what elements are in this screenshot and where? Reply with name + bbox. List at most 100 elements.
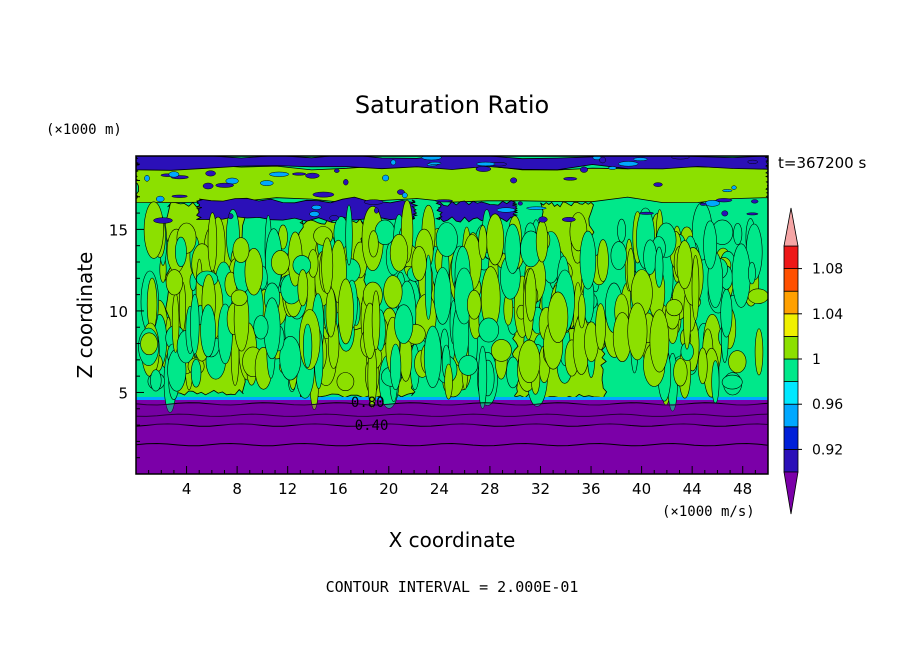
speck-51: [538, 216, 548, 223]
cell-161: [747, 288, 768, 304]
cell-408: [150, 369, 162, 392]
cell-365: [665, 299, 683, 317]
x-tick-label-48: 48: [733, 480, 752, 498]
cell-233: [279, 336, 302, 381]
boundary-band: [136, 396, 768, 400]
cell-370: [458, 355, 479, 376]
cell-396: [371, 290, 381, 351]
cell-402: [547, 291, 569, 343]
colorbar-band-5: [783, 335, 799, 360]
speck-55: [397, 189, 405, 195]
cell-275: [478, 345, 488, 409]
cell-387: [244, 248, 264, 296]
contour-line-3: [136, 442, 768, 447]
colorbar-over-arrow: [783, 207, 799, 247]
cell-373: [478, 224, 488, 260]
speck-49: [269, 171, 290, 177]
cell-388: [444, 363, 453, 400]
cell-378: [423, 325, 442, 389]
cell-245: [721, 374, 743, 390]
cell-352: [486, 213, 505, 266]
cell-341: [253, 315, 269, 340]
speck-0: [721, 210, 729, 217]
y-tick-label-15: 15: [109, 221, 128, 239]
cell-416: [207, 212, 218, 272]
speck-50: [639, 211, 654, 215]
cell-414: [297, 269, 309, 307]
cell-389: [518, 339, 541, 384]
speck-33: [715, 198, 733, 203]
speck-5: [202, 182, 214, 190]
cell-243: [754, 328, 764, 376]
speck-59: [599, 156, 606, 164]
cell-407: [673, 358, 688, 387]
speck-42: [510, 177, 518, 184]
speck-43: [390, 159, 397, 166]
x-tick-label-16: 16: [329, 480, 348, 498]
y-axis-title: Z coordinate: [73, 252, 97, 379]
cell-357: [190, 358, 202, 388]
x-axis-title: X coordinate: [389, 528, 516, 552]
colorbar-label-2: 1: [812, 352, 821, 368]
cell-409: [490, 339, 512, 362]
contour-label-layer: 0.80 0.40: [351, 395, 389, 434]
cell-306: [597, 239, 609, 282]
cell-411: [610, 241, 627, 270]
cell-413: [174, 236, 187, 267]
cell-307: [435, 222, 458, 257]
cell-404: [232, 237, 250, 263]
cell-317: [390, 343, 402, 391]
cell-406: [676, 240, 693, 290]
cell-318: [748, 261, 756, 285]
contour-line-1: [136, 413, 768, 417]
speck-13: [722, 189, 733, 193]
speck-9: [633, 157, 648, 162]
cell-359: [643, 239, 657, 275]
speck-3: [144, 175, 150, 182]
cell-361: [654, 246, 664, 288]
speck-25: [563, 177, 578, 181]
speck-39: [751, 199, 759, 204]
speck-56: [401, 192, 408, 199]
x-axis: 4 8 12 16 20 24 28 32 36 40 44 48: [148, 466, 756, 498]
speck-21: [653, 182, 663, 187]
cell-379: [143, 201, 164, 259]
cell-390: [728, 350, 747, 374]
contour-line-2: [136, 423, 768, 427]
speck-58: [260, 180, 274, 186]
speck-48: [155, 195, 165, 203]
speck-12: [171, 194, 188, 198]
speck-45: [526, 206, 547, 210]
speck-15: [671, 156, 690, 160]
speck-14: [343, 179, 349, 186]
colorbar-band-8: [783, 268, 799, 292]
cell-284: [711, 360, 720, 404]
colorbar-band-7: [783, 290, 799, 315]
speck-44: [309, 211, 320, 217]
cell-386: [478, 317, 500, 343]
colorbar-under-arrow: [783, 471, 799, 515]
speck-54: [428, 161, 442, 165]
cell-362: [525, 268, 537, 322]
speck-37: [421, 156, 442, 161]
chart-title: Saturation Ratio: [355, 91, 549, 119]
speck-38: [476, 161, 496, 167]
speck-40: [168, 171, 180, 178]
y-axis: 5 10 15: [109, 163, 144, 459]
colorbar-band-0: [783, 448, 799, 473]
speck-17: [329, 215, 340, 221]
speck-7: [475, 166, 492, 172]
speck-36: [363, 199, 384, 205]
cell-417: [140, 332, 158, 356]
speck-18: [618, 161, 639, 167]
cell-310: [325, 287, 337, 338]
time-label: t=367200 s: [778, 154, 866, 172]
convective-texture: [138, 156, 768, 413]
x-tick-label-36: 36: [581, 480, 600, 498]
contour-lines: [136, 402, 768, 447]
cell-343: [389, 234, 409, 272]
colorbar: 1.08 1.04 1 0.96 0.92: [783, 207, 843, 515]
colorbar-band-3: [783, 381, 799, 405]
speck-24: [215, 182, 234, 188]
speck-2: [746, 212, 759, 216]
